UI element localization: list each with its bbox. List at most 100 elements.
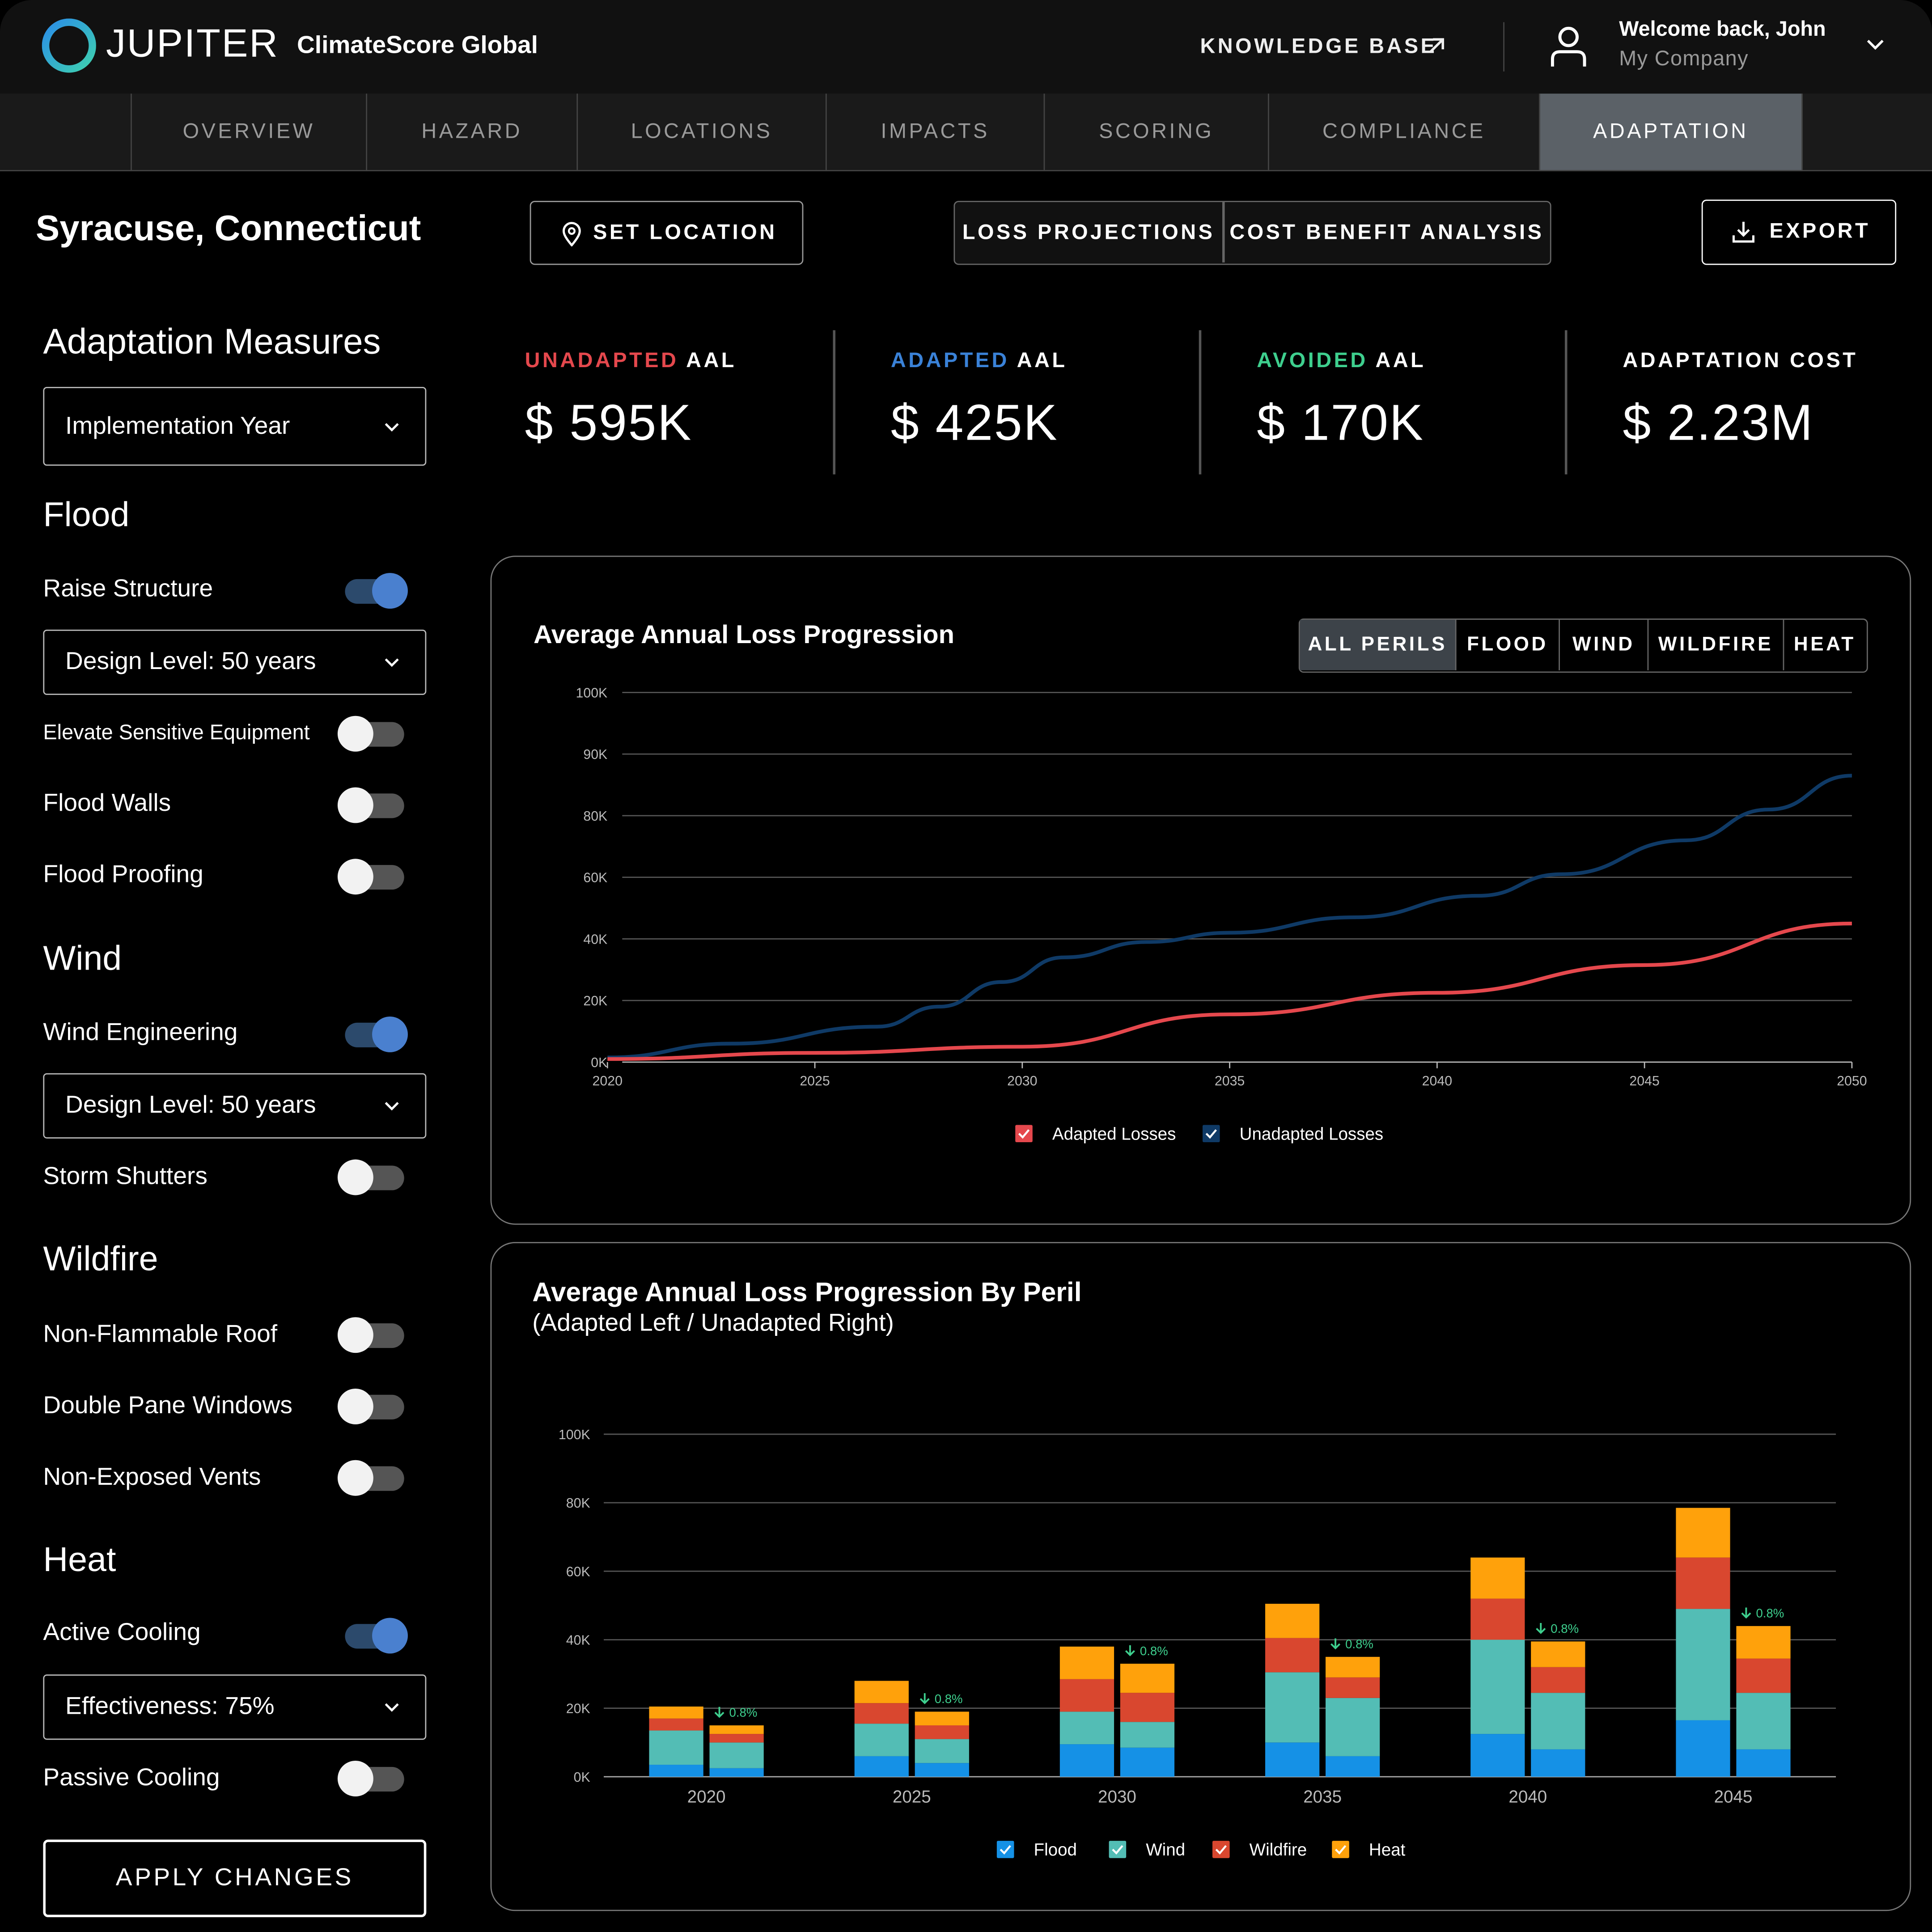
peril-filter-wildfire[interactable]: WILDFIRE <box>1648 619 1784 670</box>
tab-impacts[interactable]: IMPACTS <box>827 93 1045 170</box>
storm-shutters-toggle[interactable] <box>337 1158 407 1195</box>
bar-segment-flood-unadapted <box>1736 1749 1791 1777</box>
wind-engineering-toggle[interactable] <box>340 1015 409 1052</box>
kpi-divider <box>1199 330 1201 475</box>
bar-segment-heat-adapted <box>1470 1557 1525 1599</box>
double-pane-windows-toggle[interactable] <box>337 1387 407 1424</box>
nav-spacer <box>0 93 132 170</box>
bar-segment-wildfire-adapted <box>1265 1638 1320 1673</box>
legend-label: Adapted Losses <box>1052 1124 1176 1144</box>
change-label: 0.8% <box>935 1692 963 1706</box>
double-pane-windows-label: Double Pane Windows <box>43 1392 292 1419</box>
knowledge-base-link[interactable]: KNOWLEDGE BASE <box>1200 34 1437 58</box>
bar-segment-flood-unadapted <box>1326 1756 1380 1777</box>
non-flammable-roof-toggle[interactable] <box>337 1316 407 1353</box>
kpi-cost-text: ADAPTATION COST <box>1623 348 1858 373</box>
tab-compliance[interactable]: COMPLIANCE <box>1269 93 1540 170</box>
bar-segment-wildfire-unadapted <box>709 1734 764 1743</box>
passive-cooling-toggle[interactable] <box>337 1759 407 1796</box>
non-exposed-vents-toggle[interactable] <box>337 1459 407 1496</box>
change-label: 0.8% <box>1756 1606 1784 1620</box>
wind-design-dropdown[interactable]: Design Level: 50 years <box>43 1073 427 1139</box>
x-tick-label: 2045 <box>1629 1074 1659 1089</box>
y-tick-label: 80K <box>566 1496 590 1511</box>
legend-swatch <box>1202 1125 1220 1142</box>
y-tick-label: 40K <box>566 1633 590 1648</box>
flood-heading: Flood <box>43 495 130 534</box>
tab-hazard[interactable]: HAZARD <box>367 93 578 170</box>
peril-filter-all[interactable]: ALL PERILS <box>1300 619 1457 670</box>
user-icon[interactable] <box>1547 25 1589 69</box>
tab-scoring[interactable]: SCORING <box>1045 93 1269 170</box>
passive-cooling-label: Passive Cooling <box>43 1764 220 1792</box>
x-tick-label: 2025 <box>800 1074 830 1089</box>
tab-adaptation[interactable]: ADAPTATION <box>1540 93 1803 170</box>
x-tick-label: 2020 <box>687 1788 726 1807</box>
tab-locations[interactable]: LOCATIONS <box>578 93 827 170</box>
peril-filter: ALL PERILS FLOOD WIND WILDFIRE HEAT <box>1298 619 1868 673</box>
jupiter-logo-icon <box>42 18 96 73</box>
kpi-unadapted-label: UNADAPTED AAL <box>525 349 737 373</box>
chevron-down-icon <box>385 1703 399 1712</box>
bar-segment-flood-adapted <box>1265 1742 1320 1777</box>
y-tick-label: 0K <box>591 1055 607 1070</box>
kpi-cost-value: $ 2.23M <box>1623 394 1814 451</box>
cost-benefit-tab[interactable]: COST BENEFIT ANALYSIS <box>1229 220 1544 244</box>
elevate-equipment-toggle[interactable] <box>337 715 407 752</box>
active-cooling-label: Active Cooling <box>43 1619 201 1646</box>
flood-proofing-label: Flood Proofing <box>43 861 203 889</box>
location-title: Syracuse, Connecticut <box>35 209 421 249</box>
bar-segment-heat-adapted <box>1059 1646 1114 1679</box>
wildfire-heading: Wildfire <box>43 1239 158 1278</box>
check-icon <box>1112 1845 1123 1855</box>
flood-walls-toggle[interactable] <box>337 786 407 823</box>
flood-proofing-toggle[interactable] <box>337 858 407 895</box>
peril-filter-wind[interactable]: WIND <box>1560 619 1649 670</box>
arrow-down-icon <box>1330 1638 1341 1650</box>
bar-segment-wind-adapted <box>1676 1609 1730 1720</box>
bar-segment-heat-unadapted <box>915 1712 969 1725</box>
bar-segment-wind-adapted <box>1470 1640 1525 1734</box>
legend-swatch <box>1212 1841 1230 1858</box>
storm-shutters-label: Storm Shutters <box>43 1163 208 1191</box>
bar-segment-flood-unadapted <box>1531 1749 1585 1777</box>
kpi-divider <box>1564 330 1567 475</box>
bar-segment-flood-adapted <box>1470 1734 1525 1777</box>
kpi-adapted-value: $ 425K <box>890 394 1059 451</box>
loss-projections-tab[interactable]: LOSS PROJECTIONS <box>962 220 1215 244</box>
effectiveness-value: Effectiveness: 75% <box>65 1693 275 1720</box>
apply-changes-button[interactable]: APPLY CHANGES <box>43 1839 427 1917</box>
active-cooling-toggle[interactable] <box>340 1617 409 1654</box>
change-label: 0.8% <box>1140 1644 1168 1658</box>
x-tick-label: 2035 <box>1215 1074 1245 1089</box>
bar-segment-wildfire-unadapted <box>1326 1677 1380 1698</box>
chevron-down-icon[interactable] <box>1865 37 1885 52</box>
export-button[interactable]: EXPORT <box>1701 199 1897 265</box>
raise-structure-toggle[interactable] <box>340 572 409 609</box>
bar-segment-heat-unadapted <box>709 1725 764 1734</box>
view-switcher-divider <box>1222 202 1224 263</box>
view-switcher: LOSS PROJECTIONS COST BENEFIT ANALYSIS <box>953 201 1551 265</box>
implementation-year-dropdown[interactable]: Implementation Year <box>43 387 427 466</box>
peril-filter-flood[interactable]: FLOOD <box>1457 619 1560 670</box>
aal-bar-chart: 0K 20K 40K 60K 80K 100K 0.8% 2020 0.8% 2025 0.8% 20… <box>559 1428 1836 1860</box>
bar-segment-flood-adapted <box>854 1756 909 1777</box>
x-tick-label: 2030 <box>1098 1788 1136 1807</box>
bar-segment-heat-adapted <box>854 1681 909 1703</box>
raise-structure-design-value: Design Level: 50 years <box>65 648 316 675</box>
bar-segment-wildfire-unadapted <box>915 1725 969 1739</box>
line-chart-title: Average Annual Loss Progression <box>533 621 954 649</box>
check-icon <box>1215 1845 1227 1855</box>
effectiveness-dropdown[interactable]: Effectiveness: 75% <box>43 1674 427 1740</box>
raise-structure-design-dropdown[interactable]: Design Level: 50 years <box>43 629 427 695</box>
chevron-down-icon <box>385 658 399 667</box>
set-location-button[interactable]: SET LOCATION <box>530 201 804 265</box>
peril-filter-heat[interactable]: HEAT <box>1793 634 1856 656</box>
bar-segment-wildfire-adapted <box>1676 1557 1730 1609</box>
logo-text: JUPITER <box>106 21 279 66</box>
tab-overview[interactable]: OVERVIEW <box>132 93 368 170</box>
bar-segment-wind-adapted <box>1059 1712 1114 1745</box>
app-header: JUPITER ClimateScore Global KNOWLEDGE BA… <box>0 0 1932 95</box>
legend-label: Unadapted Losses <box>1240 1124 1384 1144</box>
